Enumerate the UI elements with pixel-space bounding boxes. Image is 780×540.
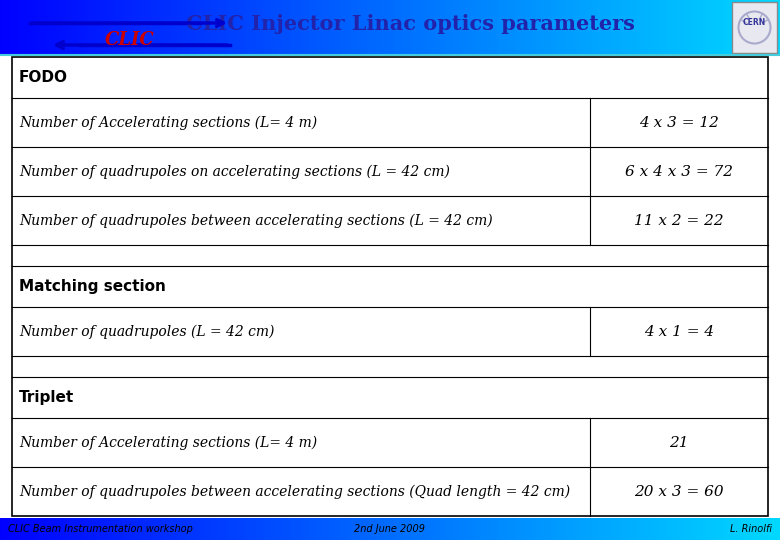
Text: CLIC Beam Instrumentation workshop: CLIC Beam Instrumentation workshop [8,524,193,534]
Text: 4 x 3 = 12: 4 x 3 = 12 [640,116,719,130]
Text: CLIC: CLIC [105,31,155,49]
Text: Number of Accelerating sections (L= 4 m): Number of Accelerating sections (L= 4 m) [19,116,317,130]
Text: 4 x 1 = 4: 4 x 1 = 4 [644,325,714,339]
Text: L. Rinolfi: L. Rinolfi [730,524,772,534]
Text: 11 x 2 = 22: 11 x 2 = 22 [634,214,724,228]
Text: Number of Accelerating sections (L= 4 m): Number of Accelerating sections (L= 4 m) [19,435,317,450]
Text: Number of quadrupoles (L = 42 cm): Number of quadrupoles (L = 42 cm) [19,325,275,339]
Text: Number of quadrupoles between accelerating sections (L = 42 cm): Number of quadrupoles between accelerati… [19,213,493,228]
Text: Matching section: Matching section [19,279,166,294]
Text: 2nd June 2009: 2nd June 2009 [354,524,426,534]
Text: 20 x 3 = 60: 20 x 3 = 60 [634,484,724,498]
Text: FODO: FODO [19,70,68,85]
Text: 21: 21 [669,435,689,449]
Text: 6 x 4 x 3 = 72: 6 x 4 x 3 = 72 [626,165,733,179]
Text: Triplet: Triplet [19,390,74,405]
Text: CERN: CERN [743,18,766,27]
Bar [732,2,777,53]
Text: Number of quadrupoles between accelerating sections (Quad length = 42 cm): Number of quadrupoles between accelerati… [19,484,570,499]
Bar [12,57,768,516]
Text: Number of quadrupoles on accelerating sections (L = 42 cm): Number of quadrupoles on accelerating se… [19,165,450,179]
Text: CLIC Injector Linac optics parameters: CLIC Injector Linac optics parameters [186,14,634,33]
